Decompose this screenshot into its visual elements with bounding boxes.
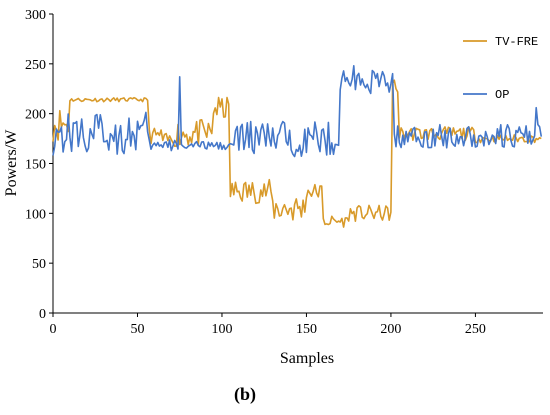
y-tick-label: 0 <box>39 307 46 322</box>
legend-label-op: OP <box>495 88 509 102</box>
y-tick-label: 150 <box>25 158 46 173</box>
series-line-tv-fre <box>52 79 542 228</box>
x-axis-title: Samples <box>280 350 334 367</box>
series-layer <box>52 65 543 228</box>
y-tick-label: 200 <box>25 108 46 123</box>
x-tick-label: 200 <box>380 322 401 337</box>
x-tick-label: 0 <box>50 322 57 337</box>
x-tick-label: 100 <box>211 322 232 337</box>
y-tick-label: 250 <box>25 58 46 73</box>
series-line-op <box>52 65 543 158</box>
x-tick-label: 50 <box>130 322 144 337</box>
y-tick-label: 100 <box>25 207 46 222</box>
y-tick-label: 300 <box>25 8 46 23</box>
legend-label-tv-fre: TV-FRE <box>495 35 538 49</box>
y-axis-title: Powers/W <box>3 129 20 197</box>
axes: 0 50 100 150 200 250 300 0 50 100 150 200 250 <box>25 8 543 337</box>
x-tick-label: 150 <box>296 322 317 337</box>
legend: TV-FRE OP <box>463 35 538 102</box>
x-tick-label: 250 <box>465 322 486 337</box>
y-tick-label: 50 <box>32 257 46 272</box>
panel-label: (b) <box>234 384 256 405</box>
